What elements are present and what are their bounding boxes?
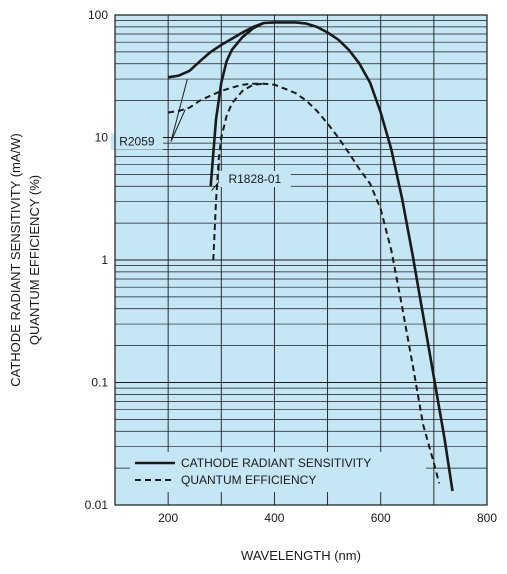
y-tick-label: 1	[101, 253, 108, 267]
quantum-efficiency-line	[167, 82, 441, 484]
y-tick-label: 10	[95, 131, 109, 145]
radiant-sensitivity-line	[209, 21, 265, 187]
x-tick-label: 800	[477, 511, 497, 525]
radiant-sensitivity-line	[167, 21, 454, 492]
annotation-leader	[211, 181, 220, 191]
y-axis-label-line2: QUANTUM EFFICIENCY (%)	[27, 175, 42, 345]
legend-label: CATHODE RADIANT SENSITIVITY	[181, 456, 371, 470]
annotation-box	[110, 133, 163, 150]
x-tick-label: 200	[158, 511, 178, 525]
y-axis-label-line1: CATHODE RADIANT SENSITIVITY (mA/W)	[8, 133, 23, 387]
legend: CATHODE RADIANT SENSITIVITY QUANTUM EFFIC…	[130, 452, 426, 492]
plot-frame	[114, 14, 488, 506]
annotation-layer: R2059 R1828-01	[110, 79, 291, 191]
y-tick-label: 0.01	[85, 498, 109, 512]
series-layer	[167, 21, 454, 492]
annotation-r1828-01: R1828-01	[228, 172, 281, 186]
x-tick-label: 400	[264, 511, 284, 525]
y-tick-label: 100	[88, 8, 108, 22]
legend-box	[130, 452, 426, 492]
quantum-efficiency-line	[212, 82, 264, 261]
x-tick-label: 600	[371, 511, 391, 525]
y-tick-label: 0.1	[91, 376, 108, 390]
annotation-leader	[170, 79, 188, 142]
legend-label: QUANTUM EFFICIENCY	[181, 473, 316, 487]
grid	[115, 15, 487, 505]
tick-labels: 200 400 600 800 0.01 0.1 1 10 100	[85, 8, 498, 525]
annotation-leader	[170, 109, 186, 142]
annotation-box	[218, 170, 291, 187]
x-axis-label: WAVELENGTH (nm)	[241, 548, 361, 563]
annotation-r2059: R2059	[119, 135, 155, 149]
